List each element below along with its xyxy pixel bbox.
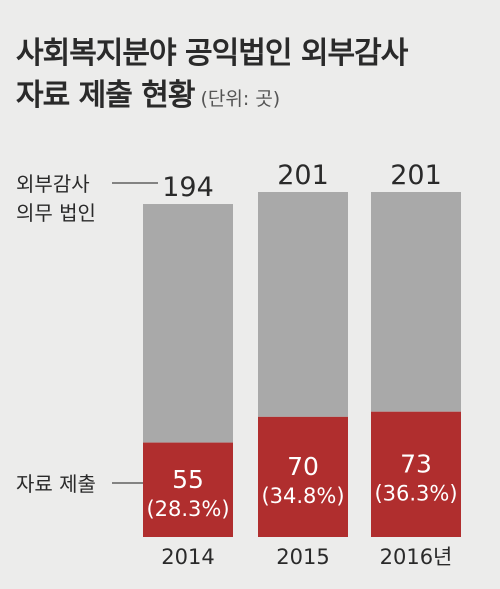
category-label-2014: 2014 bbox=[161, 545, 214, 569]
bar-submitted-2016년 bbox=[371, 411, 461, 537]
submitted-percent-label-2014: (28.3%) bbox=[146, 497, 229, 521]
submitted-percent-label-2015: (34.8%) bbox=[261, 484, 344, 508]
bar-total-2014 bbox=[143, 204, 233, 443]
chart-title-line2-row: 자료 제출 현황 (단위: 곳) bbox=[16, 70, 280, 114]
bar-submitted-2015 bbox=[258, 416, 348, 537]
unit-label: (단위: 곳) bbox=[200, 88, 281, 110]
chart-title-line1: 사회복지분야 공익법인 외부감사 bbox=[16, 36, 408, 71]
total-value-label-2014: 194 bbox=[162, 172, 214, 203]
submitted-percent-label-2016년: (36.3%) bbox=[374, 481, 457, 505]
total-value-label-2015: 201 bbox=[277, 160, 329, 191]
legend-total-line2: 의무 법인 bbox=[16, 201, 96, 225]
total-value-label-2016년: 201 bbox=[390, 160, 442, 191]
bar-total-2016년 bbox=[371, 192, 461, 412]
category-label-2016년: 2016년 bbox=[380, 545, 453, 569]
submitted-value-label-2016년: 73 bbox=[400, 449, 432, 478]
chart-title: 사회복지분야 공익법인 외부감사 bbox=[16, 28, 408, 72]
category-label-2015: 2015 bbox=[276, 545, 329, 569]
legend-total-line1: 외부감사 bbox=[16, 172, 90, 196]
submitted-value-label-2015: 70 bbox=[287, 452, 319, 481]
bar-submitted-2014 bbox=[143, 442, 233, 537]
legend-submitted-label: 자료 제출 bbox=[16, 472, 96, 496]
chart-title-line2: 자료 제출 현황 bbox=[16, 78, 195, 113]
submitted-value-label-2014: 55 bbox=[172, 465, 204, 494]
bar-total-2015 bbox=[258, 192, 348, 417]
